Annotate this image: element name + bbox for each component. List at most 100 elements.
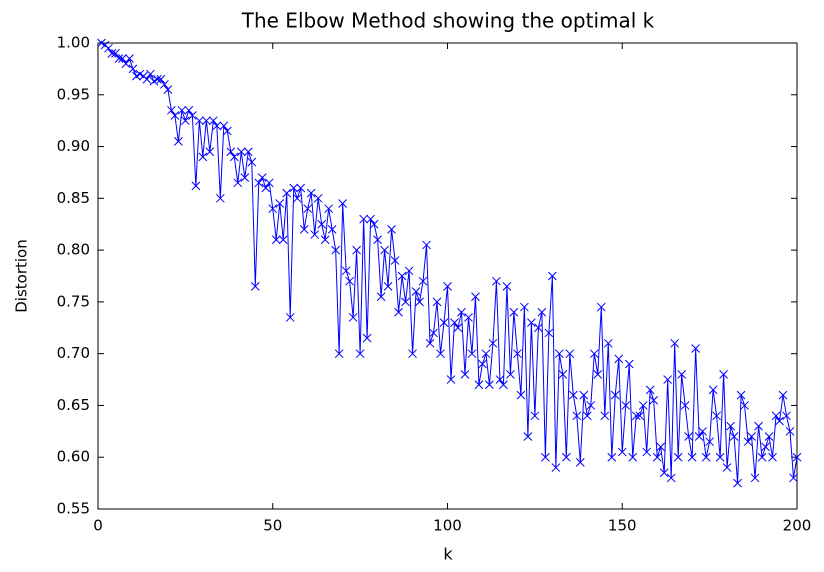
x-tick-label: 50 [263, 517, 282, 535]
point-marker [635, 411, 645, 421]
y-tick-label: 0.95 [57, 85, 90, 103]
point-marker [488, 338, 498, 348]
point-marker [205, 147, 215, 157]
point-marker [558, 370, 568, 379]
x-tick-label: 200 [783, 517, 812, 535]
point-marker [649, 395, 659, 405]
point-marker [547, 271, 557, 281]
point-marker [471, 292, 480, 302]
point-marker [439, 318, 449, 327]
point-marker [757, 452, 767, 462]
point-marker [303, 204, 313, 214]
point-marker [481, 349, 491, 359]
point-marker [509, 307, 519, 317]
point-marker [219, 121, 229, 131]
point-marker [289, 183, 299, 193]
point-marker [264, 178, 274, 188]
point-marker [659, 468, 669, 478]
point-marker [373, 235, 382, 245]
point-marker [722, 463, 732, 472]
point-marker [366, 214, 375, 224]
point-marker [285, 313, 295, 322]
point-marker [418, 276, 428, 286]
point-marker [415, 297, 424, 307]
point-marker [153, 74, 162, 84]
point-marker [404, 266, 414, 276]
point-marker [485, 380, 494, 390]
point-marker [586, 401, 596, 410]
point-marker [107, 49, 117, 58]
point-marker [541, 452, 550, 462]
x-axis-label: k [443, 545, 453, 564]
point-marker [506, 370, 515, 379]
point-marker [429, 328, 438, 338]
point-marker [432, 297, 442, 307]
point-marker [607, 452, 617, 462]
point-marker [534, 323, 543, 333]
point-marker [694, 432, 704, 441]
point-marker [733, 478, 742, 488]
point-marker [324, 204, 334, 214]
point-marker [453, 323, 463, 333]
point-marker [596, 302, 606, 312]
point-marker [645, 385, 655, 395]
point-marker [666, 473, 676, 483]
point-marker [271, 235, 281, 245]
point-marker [600, 411, 610, 421]
point-marker [167, 105, 176, 115]
point-marker [118, 54, 127, 63]
point-marker [310, 230, 320, 239]
point-marker [128, 64, 138, 74]
point-marker [523, 432, 533, 441]
point-marker [610, 390, 620, 400]
point-marker [768, 452, 777, 462]
point-marker [411, 287, 421, 296]
point-marker [701, 452, 711, 462]
point-marker [446, 375, 456, 384]
point-marker [146, 69, 155, 79]
point-marker [299, 225, 309, 234]
x-tick-label: 150 [608, 517, 637, 535]
point-marker [317, 219, 327, 229]
point-marker [520, 302, 529, 312]
point-marker [292, 193, 302, 203]
point-marker [712, 411, 721, 421]
point-marker [719, 370, 728, 379]
point-marker [582, 411, 592, 421]
point-marker [212, 121, 222, 131]
x-tick-label: 100 [433, 517, 462, 535]
point-marker [275, 199, 285, 208]
point-marker [537, 307, 547, 317]
point-marker [680, 401, 690, 410]
point-marker [195, 116, 204, 126]
point-marker [181, 116, 190, 126]
point-marker [163, 85, 173, 94]
point-marker [624, 359, 634, 369]
point-marker [250, 282, 260, 291]
point-marker [792, 452, 802, 462]
point-marker [474, 380, 484, 390]
point-marker [104, 43, 113, 53]
y-tick-label: 0.55 [57, 500, 90, 518]
point-marker [436, 349, 445, 359]
point-marker [561, 452, 571, 462]
point-marker [761, 442, 770, 452]
y-tick-label: 0.75 [57, 292, 90, 310]
point-marker [747, 432, 756, 441]
point-marker [565, 349, 575, 359]
point-marker [754, 421, 763, 431]
chart-title: The Elbow Method showing the optimal k [241, 9, 655, 33]
point-marker [359, 214, 368, 224]
point-marker [775, 416, 784, 426]
point-marker [111, 49, 120, 58]
point-marker [478, 359, 487, 369]
point-marker [233, 178, 243, 188]
point-marker [656, 442, 666, 452]
point-marker [334, 349, 344, 359]
y-tick-label: 0.90 [57, 137, 90, 155]
point-marker [502, 282, 512, 291]
point-marker [188, 111, 197, 120]
point-marker [380, 245, 389, 255]
point-marker [544, 328, 554, 338]
